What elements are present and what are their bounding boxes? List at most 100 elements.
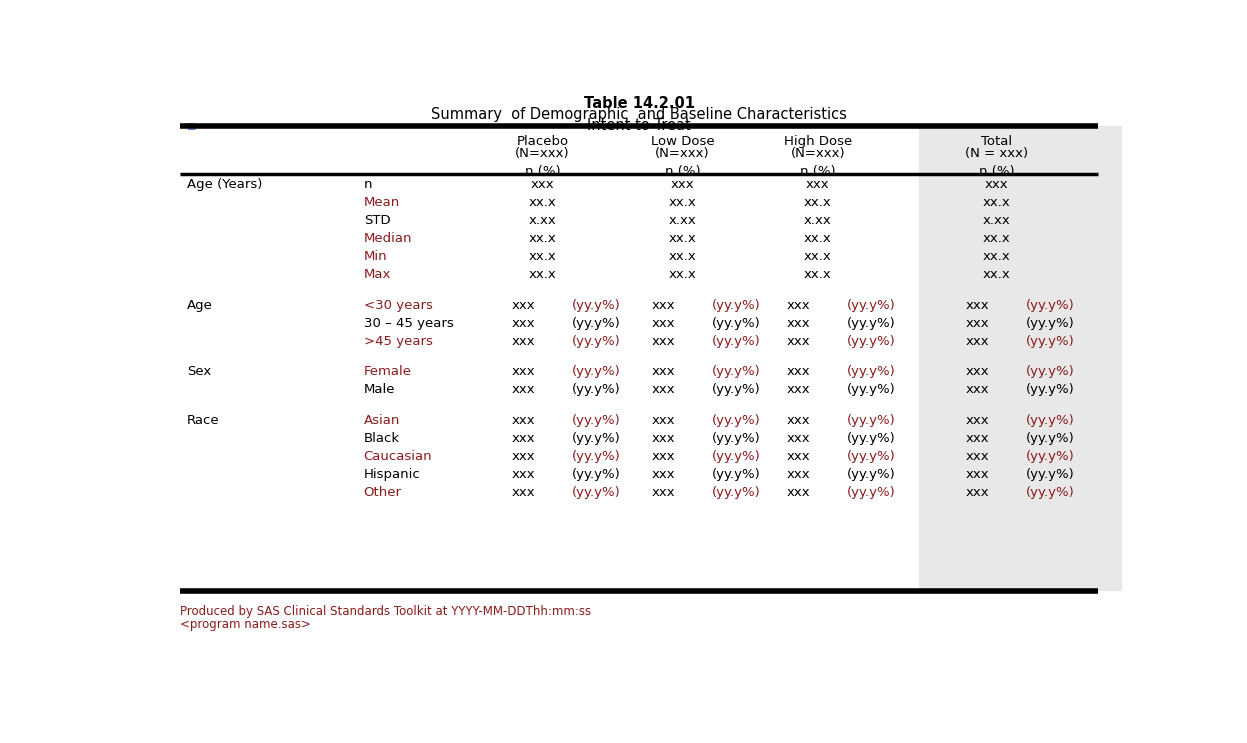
Text: (yy.y%): (yy.y%) [571, 334, 620, 348]
Text: Low Dose: Low Dose [651, 135, 715, 148]
Text: xxx: xxx [965, 299, 989, 311]
Text: xx.x: xx.x [983, 268, 1010, 281]
Text: xxx: xxx [965, 468, 989, 481]
Text: xxx: xxx [965, 383, 989, 396]
Text: xx.x: xx.x [668, 268, 697, 281]
Text: xxx: xxx [787, 334, 811, 348]
Text: n (%): n (%) [979, 165, 1015, 178]
Text: (N=xxx): (N=xxx) [655, 147, 710, 160]
Text: xxx: xxx [652, 383, 676, 396]
Text: x.xx: x.xx [983, 214, 1010, 227]
Text: xx.x: xx.x [529, 268, 556, 281]
Text: (yy.y%): (yy.y%) [1025, 486, 1075, 499]
Text: xxx: xxx [652, 450, 676, 463]
Text: xxx: xxx [652, 468, 676, 481]
Text: (yy.y%): (yy.y%) [571, 432, 620, 445]
Text: (yy.y%): (yy.y%) [1025, 334, 1075, 348]
Text: 30 – 45 years: 30 – 45 years [364, 317, 454, 330]
Text: (yy.y%): (yy.y%) [1025, 414, 1075, 426]
Text: (yy.y%): (yy.y%) [712, 299, 761, 311]
Text: xxx: xxx [787, 468, 811, 481]
Text: Age (Years): Age (Years) [187, 178, 262, 191]
Text: xx.x: xx.x [804, 250, 832, 263]
Text: xxx: xxx [652, 366, 676, 378]
FancyBboxPatch shape [919, 126, 1122, 591]
Text: (yy.y%): (yy.y%) [1025, 432, 1075, 445]
Text: ⊞: ⊞ [187, 123, 196, 132]
Text: Race: Race [187, 414, 219, 426]
Text: Female: Female [364, 366, 412, 378]
Text: xxx: xxx [511, 414, 535, 426]
Text: xxx: xxx [787, 366, 811, 378]
Text: (yy.y%): (yy.y%) [571, 366, 620, 378]
Text: (yy.y%): (yy.y%) [571, 317, 620, 330]
Text: (yy.y%): (yy.y%) [1025, 468, 1075, 481]
Text: n (%): n (%) [801, 165, 835, 178]
Text: xx.x: xx.x [529, 250, 556, 263]
Text: (yy.y%): (yy.y%) [1025, 366, 1075, 378]
Text: xxx: xxx [787, 486, 811, 499]
Text: Age: Age [187, 299, 213, 311]
Text: Summary  of Demographic  and Baseline Characteristics: Summary of Demographic and Baseline Char… [431, 108, 847, 123]
Text: (yy.y%): (yy.y%) [847, 299, 895, 311]
Text: xxx: xxx [671, 178, 695, 191]
Text: Black: Black [364, 432, 400, 445]
Text: Caucasian: Caucasian [364, 450, 433, 463]
Text: Male: Male [364, 383, 395, 396]
Text: (yy.y%): (yy.y%) [847, 414, 895, 426]
Text: Asian: Asian [364, 414, 400, 426]
Text: xxx: xxx [787, 317, 811, 330]
Text: Placebo: Placebo [516, 135, 569, 148]
Text: xxx: xxx [965, 486, 989, 499]
Text: STD: STD [364, 214, 390, 227]
Text: xxx: xxx [511, 317, 535, 330]
Text: (yy.y%): (yy.y%) [712, 450, 761, 463]
Text: xxx: xxx [965, 432, 989, 445]
Text: Total: Total [981, 135, 1013, 148]
Text: xx.x: xx.x [983, 232, 1010, 245]
Text: xxx: xxx [511, 383, 535, 396]
Text: xx.x: xx.x [529, 232, 556, 245]
Text: x.xx: x.xx [668, 214, 697, 227]
Text: (yy.y%): (yy.y%) [712, 486, 761, 499]
Text: <30 years: <30 years [364, 299, 433, 311]
Text: xxx: xxx [511, 334, 535, 348]
Text: xx.x: xx.x [668, 250, 697, 263]
Text: xxx: xxx [652, 334, 676, 348]
Text: x.xx: x.xx [529, 214, 556, 227]
Text: xx.x: xx.x [804, 196, 832, 209]
Text: xxx: xxx [965, 414, 989, 426]
Text: xxx: xxx [965, 334, 989, 348]
Text: (yy.y%): (yy.y%) [712, 468, 761, 481]
Text: (yy.y%): (yy.y%) [1025, 450, 1075, 463]
Text: Produced by SAS Clinical Standards Toolkit at YYYY-MM-DDThh:mm:ss: Produced by SAS Clinical Standards Toolk… [180, 606, 591, 618]
Text: xxx: xxx [965, 366, 989, 378]
Text: xx.x: xx.x [668, 196, 697, 209]
Text: xxx: xxx [652, 432, 676, 445]
Text: (yy.y%): (yy.y%) [847, 366, 895, 378]
Text: x.xx: x.xx [804, 214, 832, 227]
Text: xxx: xxx [787, 299, 811, 311]
Text: (yy.y%): (yy.y%) [712, 317, 761, 330]
Text: xxx: xxx [652, 414, 676, 426]
Text: (yy.y%): (yy.y%) [847, 432, 895, 445]
Text: xx.x: xx.x [983, 250, 1010, 263]
Text: (yy.y%): (yy.y%) [571, 299, 620, 311]
Text: (N=xxx): (N=xxx) [791, 147, 845, 160]
Text: (yy.y%): (yy.y%) [571, 468, 620, 481]
Text: (N = xxx): (N = xxx) [965, 147, 1029, 160]
Text: >45 years: >45 years [364, 334, 433, 348]
Text: xxx: xxx [531, 178, 554, 191]
Text: (yy.y%): (yy.y%) [712, 432, 761, 445]
Text: <program name.sas>: <program name.sas> [180, 618, 311, 632]
Text: xxx: xxx [787, 383, 811, 396]
Text: (yy.y%): (yy.y%) [571, 414, 620, 426]
Text: xxx: xxx [985, 178, 1009, 191]
Text: xxx: xxx [652, 317, 676, 330]
Text: (yy.y%): (yy.y%) [847, 486, 895, 499]
Text: (yy.y%): (yy.y%) [712, 366, 761, 378]
Text: Sex: Sex [187, 366, 211, 378]
Text: xxx: xxx [511, 366, 535, 378]
Text: (yy.y%): (yy.y%) [847, 450, 895, 463]
Text: xxx: xxx [787, 414, 811, 426]
